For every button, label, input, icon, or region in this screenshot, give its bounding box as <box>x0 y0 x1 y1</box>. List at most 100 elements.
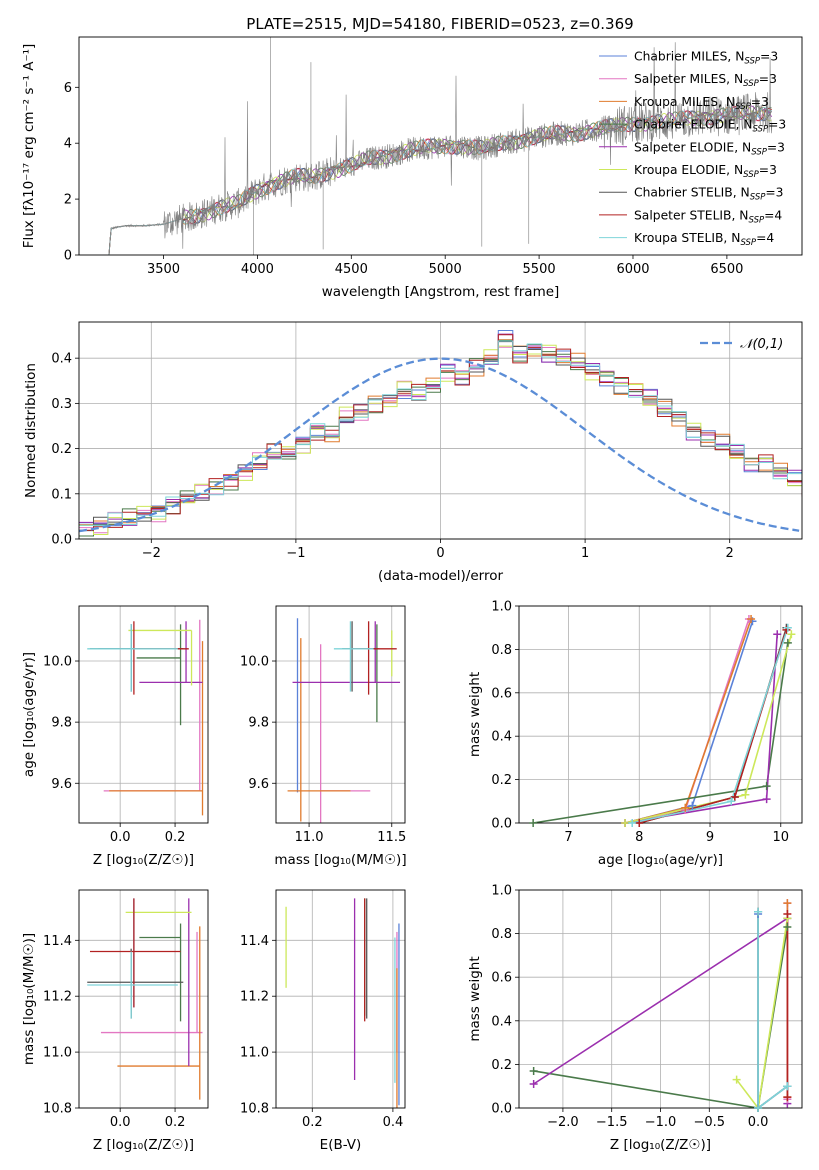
errorbar-chabrier_stelib <box>342 621 379 692</box>
x-tick-label: 11.5 <box>377 830 406 845</box>
plot-area <box>285 898 400 1108</box>
marker-kroupa_elodie <box>787 630 796 639</box>
x-tick-label: 0.2 <box>302 1115 323 1130</box>
x-tick-label: 0.4 <box>383 1115 404 1130</box>
errorbar-salpeter_elodie <box>292 621 401 684</box>
line-chabrier_elodie <box>533 926 789 1108</box>
y-tick-label: 0.8 <box>491 643 512 658</box>
y-tick-label: 0.2 <box>491 1058 512 1073</box>
marker-kroupa_miles <box>747 615 756 624</box>
errorbar-kroupa_stelib <box>87 624 178 692</box>
x-axis-label: E(B-V) <box>320 1137 362 1153</box>
y-tick-label: 0.6 <box>491 971 512 986</box>
y-tick-label: 10.8 <box>43 1102 72 1117</box>
plot-area <box>108 37 773 255</box>
line-kroupa_elodie <box>735 918 789 1108</box>
x-axis-label: wavelength [Angstrom, rest frame] <box>322 284 560 300</box>
marker-chabrier_miles <box>688 801 697 810</box>
legend-label: Salpeter ELODIE, NSSP=3 <box>634 140 785 157</box>
y-tick-label: 9.8 <box>51 716 72 731</box>
marker-kroupa_miles <box>681 803 690 812</box>
x-tick-label: 1 <box>581 546 589 561</box>
y-tick-label: 2 <box>64 193 72 208</box>
x-tick-label: −1 <box>286 546 305 561</box>
x-tick-label: 0 <box>436 546 444 561</box>
x-tick-label: −2.0 <box>547 1115 579 1130</box>
x-tick-label: 4500 <box>335 262 368 277</box>
marker-kroupa_elodie <box>741 790 750 799</box>
y-axis-label: mass weight <box>467 956 483 1041</box>
x-axis-label: Z [log₁₀(Z/Z☉)] <box>93 852 194 868</box>
axes-frame <box>518 889 803 1109</box>
legend-label: Salpeter STELIB, NSSP=4 <box>634 208 782 225</box>
marker-salpeter_elodie <box>762 795 771 804</box>
line-kroupa_stelib <box>757 911 788 1108</box>
y-tick-label: 0.0 <box>491 817 512 832</box>
legend-label: Chabrier STELIB, NSSP=3 <box>634 186 784 203</box>
y-tick-label: 10.8 <box>240 1102 269 1117</box>
x-tick-label: 0.2 <box>165 1115 186 1130</box>
x-axis-label: Z [log₁₀(Z/Z☉)] <box>93 1137 194 1153</box>
legend-label: Chabrier MILES, NSSP=3 <box>634 50 778 67</box>
errorbar-salpeter_miles <box>320 644 371 823</box>
y-tick-label: 11.4 <box>43 934 72 949</box>
legend: 𝒩(0,1) <box>700 337 783 352</box>
y-tick-label: 1.0 <box>491 884 512 899</box>
y-tick-label: 0.2 <box>51 442 72 457</box>
x-tick-label: 7 <box>564 830 572 845</box>
x-tick-label: 3500 <box>147 262 180 277</box>
errorbar-chabrier_stelib <box>87 948 184 1019</box>
x-axis-label: age [log₁₀(age/yr)] <box>598 852 723 868</box>
data-spectrum <box>108 42 773 255</box>
histogram-chabrier_elodie <box>79 339 802 537</box>
x-tick-label: −0.5 <box>694 1115 726 1130</box>
y-tick-label: 10.0 <box>240 655 269 670</box>
y-tick-label: 9.8 <box>248 716 269 731</box>
marker-salpeter_stelib <box>783 1093 792 1102</box>
marker-kroupa_stelib <box>754 907 763 916</box>
marker-kroupa_stelib <box>727 797 736 806</box>
line-chabrier_elodie <box>532 642 789 823</box>
marker-salpeter_elodie <box>529 1080 538 1089</box>
y-tick-label: 0.6 <box>491 686 512 701</box>
panel-massweight-vs-age: 7 8 9 10 0.0 0.2 0.4 0.6 0.8 1.0 age [log₁₀(age/yr… <box>467 600 803 868</box>
panel-mass-vs-Z: 0.0 0.2 10.8 11.0 11.2 11.4 Z [log₁₀(Z/Z☉)] mas… <box>21 889 209 1153</box>
errorbar-kroupa_stelib <box>333 621 374 692</box>
normal-curve <box>79 357 800 533</box>
errorbar-chabrier_elodie <box>139 923 182 1022</box>
panel-spectrum: 3500 4000 4500 5000 5500 6000 6500 0 2 4 6 waveleng… <box>21 36 803 300</box>
model-chabrier_stelib <box>108 105 772 255</box>
x-tick-label: −2 <box>142 546 161 561</box>
panels: 3500 4000 4500 5000 5500 6000 6500 0 2 4 6 waveleng… <box>21 36 803 1153</box>
errorbar-kroupa_miles <box>287 638 351 822</box>
panel-age-vs-Z: 0.0 0.2 9.6 9.8 10.0 Z [log₁₀(Z/Z☉)] age [log₁… <box>21 605 209 868</box>
x-tick-label: 6000 <box>616 262 649 277</box>
panel-mass-vs-EBV: 0.2 0.4 10.8 11.0 11.2 11.4 E(B-V) <box>240 889 406 1153</box>
marker-kroupa_stelib <box>628 819 637 827</box>
histogram-salpeter_elodie <box>79 333 802 526</box>
marker-salpeter_stelib <box>783 909 792 918</box>
y-axis-label: Normed distribution <box>23 363 39 498</box>
legend-label: Kroupa STELIB, NSSP=4 <box>634 231 774 248</box>
y-tick-label: 0.3 <box>51 397 72 412</box>
y-tick-label: 0.1 <box>51 487 72 502</box>
legend-label: Salpeter MILES, NSSP=3 <box>634 72 777 89</box>
marker-kroupa_stelib <box>754 1104 763 1112</box>
y-tick-label: 6 <box>64 81 72 96</box>
errorbar-salpeter_stelib <box>352 621 397 695</box>
y-axis-label: mass [log₁₀(M/M☉)] <box>21 933 37 1065</box>
errorbar-chabrier_miles <box>98 624 132 692</box>
marker-chabrier_elodie <box>783 923 792 932</box>
y-tick-label: 0.4 <box>491 1014 512 1029</box>
y-axis-label: mass weight <box>467 672 483 757</box>
y-tick-label: 0.4 <box>51 352 72 367</box>
y-tick-label: 11.0 <box>240 1046 269 1061</box>
y-tick-label: 11.2 <box>43 990 72 1005</box>
y-tick-label: 0 <box>64 249 72 264</box>
panel-age-vs-mass: 11.0 11.5 9.6 9.8 10.0 mass [log₁₀(M/M☉)] <box>240 605 407 868</box>
axes-frame <box>518 605 803 824</box>
y-tick-label: 9.6 <box>51 777 72 792</box>
plot-area <box>287 618 401 823</box>
figure-title: PLATE=2515, MJD=54180, FIBERID=0523, z=0… <box>246 15 633 33</box>
